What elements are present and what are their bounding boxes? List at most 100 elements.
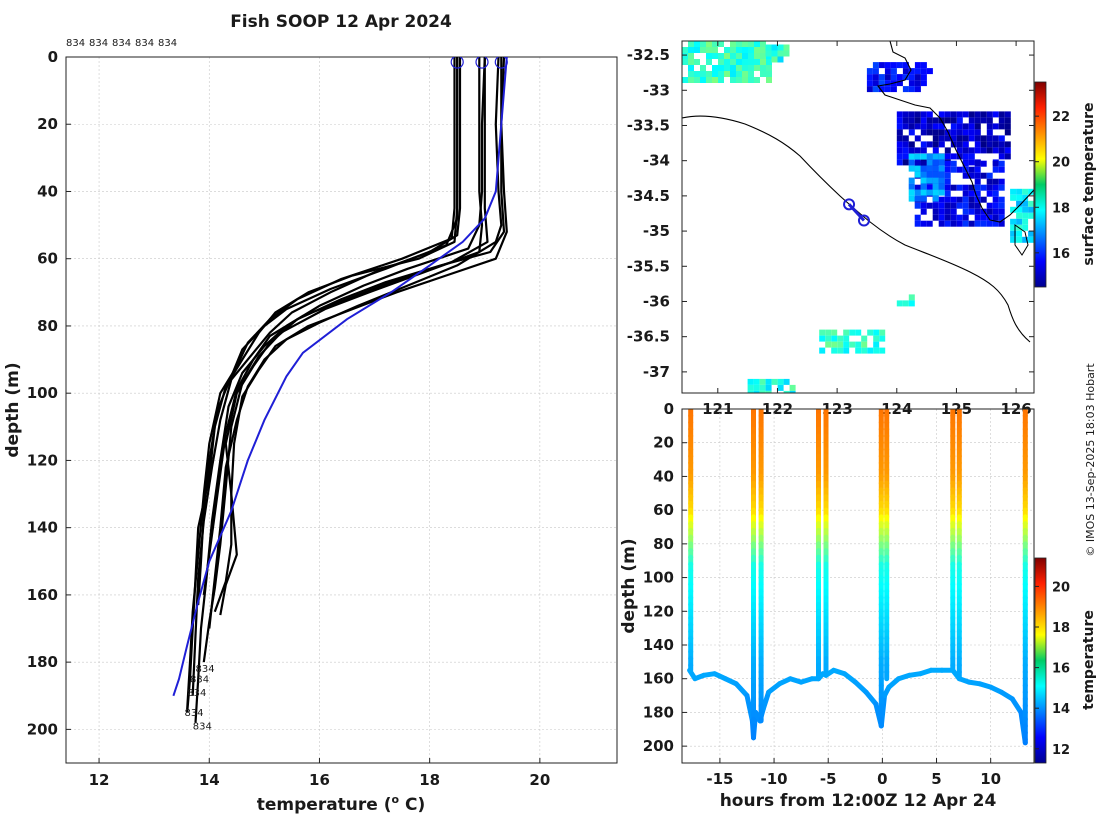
map-ytick-label: -35 xyxy=(643,222,670,240)
map-sst-cell xyxy=(980,220,987,227)
map-sst-cell xyxy=(765,384,772,391)
map-sst-cell xyxy=(1004,147,1011,154)
map-sst-cell xyxy=(980,135,987,142)
map-sst-cell xyxy=(974,172,981,179)
map-sst-cell xyxy=(998,111,1005,118)
map-sst-cell xyxy=(777,44,784,51)
map-sst-cell xyxy=(867,347,874,354)
map-sst-cell xyxy=(992,160,999,167)
map-sst-cell xyxy=(908,159,915,166)
section-casts xyxy=(687,409,1028,746)
profile-top-cast-label: 834 xyxy=(89,38,108,49)
map-sst-cell xyxy=(932,135,939,142)
map-sst-cell xyxy=(998,123,1005,130)
profile-lines xyxy=(172,57,508,723)
map-sst-cell xyxy=(878,74,885,81)
map-sst-cell xyxy=(968,190,975,197)
map-sst-cell xyxy=(926,141,933,148)
map-sst-cell xyxy=(789,384,796,391)
map-sst-cell xyxy=(896,147,903,154)
map-sst-cell xyxy=(908,147,915,154)
map-sst-cell xyxy=(831,341,838,348)
map-ytick-label: -36 xyxy=(643,292,670,310)
map-sst-cell xyxy=(956,166,963,173)
profile-ytick-label: 0 xyxy=(48,48,58,66)
map-sst-cell xyxy=(914,80,921,87)
map-sst-cell xyxy=(1022,236,1029,243)
map-sst-cell xyxy=(968,208,975,215)
map-sst-cell xyxy=(688,59,694,65)
map-sst-cell xyxy=(926,153,933,160)
map-sst-cell xyxy=(1016,188,1023,195)
profile-grid xyxy=(66,56,617,763)
map-sst-cell xyxy=(760,59,766,65)
map-sst-cell xyxy=(950,129,957,136)
profile-bottom-cast-label: 834 xyxy=(193,721,212,732)
map-sst-cell xyxy=(831,329,838,336)
map-sst-cell xyxy=(706,53,712,59)
map-sst-cell xyxy=(980,160,987,167)
map-sst-cell xyxy=(998,160,1005,167)
map-sst-cell xyxy=(932,141,939,148)
map-sst-cell xyxy=(843,335,850,342)
profile-top-cast-label: 834 xyxy=(112,38,131,49)
map-sst-cell xyxy=(1016,236,1023,243)
map-sst-cell xyxy=(986,202,993,209)
map-sst-cell xyxy=(908,86,915,93)
map-sst-cell xyxy=(789,390,796,393)
section-colorbar-tick-label: 14 xyxy=(1052,702,1070,717)
map-sst-cell xyxy=(962,172,969,179)
map-sst-cell xyxy=(706,41,712,47)
map-sst-cell xyxy=(712,71,718,77)
map-sst-cell xyxy=(765,50,772,57)
map-sst-cell xyxy=(908,183,915,190)
coastline-island xyxy=(1014,224,1029,256)
map-sst-cell xyxy=(938,171,945,178)
map-sst-cell xyxy=(890,62,897,69)
map-sst-cell xyxy=(968,166,975,173)
map-sst-patches xyxy=(682,41,1034,393)
map-sst-cell xyxy=(938,208,945,215)
map-sst-cell xyxy=(992,135,999,142)
map-sst-cell xyxy=(724,71,730,77)
profile-surface-marker xyxy=(475,57,489,69)
map-sst-cell xyxy=(944,196,951,203)
map-sst-cell xyxy=(962,111,969,118)
map-colorbar-ticks: 16 18 20 22 xyxy=(1035,110,1070,262)
section-grid xyxy=(682,408,1034,763)
map-sst-cell xyxy=(974,178,981,185)
map-sst-cell xyxy=(896,123,903,130)
credit-text: © IMOS 13-Sep-2025 18:03 Hobart xyxy=(1084,363,1097,557)
map-sst-cell xyxy=(730,71,736,77)
map-sst-cell xyxy=(766,65,772,71)
profile-ytick-label: 180 xyxy=(27,653,58,671)
map-sst-cell xyxy=(980,172,987,179)
map-sst-cell xyxy=(908,300,915,307)
map-sst-cell xyxy=(974,208,981,215)
map-sst-cell xyxy=(908,195,915,202)
map-sst-cell xyxy=(718,53,724,59)
map-sst-cell xyxy=(962,141,969,148)
profile-xlabel: temperature (o C) xyxy=(257,793,426,815)
map-sst-cell xyxy=(938,123,945,130)
map-sst-cell xyxy=(706,47,712,53)
map-sst-cell xyxy=(926,123,933,130)
section-ytick-label: 140 xyxy=(643,636,674,654)
map-sst-cell xyxy=(938,220,945,227)
map-sst-cell xyxy=(771,378,778,385)
map-sst-cell xyxy=(980,141,987,148)
map-sst-cell xyxy=(1028,206,1034,213)
map-sst-cell xyxy=(771,50,778,57)
map-sst-cell xyxy=(956,111,963,118)
map-sst-cell xyxy=(968,184,975,191)
map-sst-cell xyxy=(700,41,706,47)
profile-xtick-label: 18 xyxy=(419,771,440,789)
map-sst-cell xyxy=(712,53,718,59)
map-colorbar-label: surface temperature xyxy=(1081,102,1097,265)
section-ytick-label: 160 xyxy=(643,670,674,688)
figure-title: Fish SOOP 12 Apr 2024 xyxy=(230,12,452,32)
map-sst-cell xyxy=(992,220,999,227)
map-sst-cell xyxy=(873,347,880,354)
map-sst-cell xyxy=(1016,218,1023,225)
section-colorbar-tick-label: 12 xyxy=(1052,743,1070,758)
